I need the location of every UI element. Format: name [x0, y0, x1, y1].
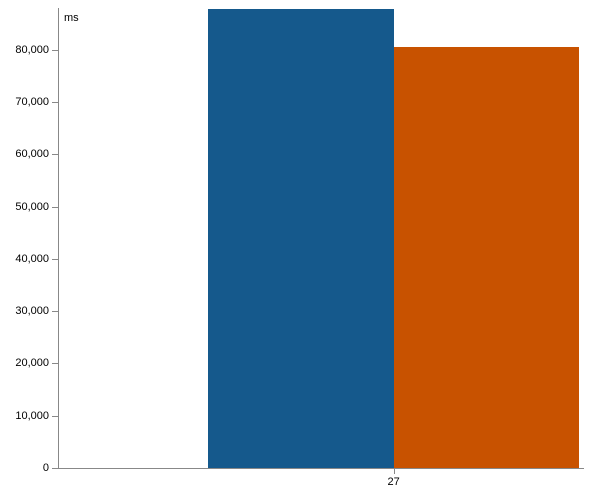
y-tick	[52, 102, 58, 103]
x-axis-line	[58, 468, 584, 469]
y-tick	[52, 416, 58, 417]
bar-0	[208, 9, 394, 468]
bar-1	[394, 47, 580, 468]
y-tick-label: 80,000	[15, 44, 49, 56]
y-tick-label: 40,000	[15, 253, 49, 265]
y-tick	[52, 468, 58, 469]
y-tick-label: 60,000	[15, 148, 49, 160]
y-axis-title: ms	[64, 12, 79, 24]
y-tick-label: 30,000	[15, 305, 49, 317]
y-tick-label: 70,000	[15, 96, 49, 108]
y-tick	[52, 311, 58, 312]
x-tick	[394, 468, 395, 474]
y-tick	[52, 259, 58, 260]
x-tick-label: 27	[387, 476, 399, 488]
y-tick	[52, 50, 58, 51]
y-tick-label: 50,000	[15, 201, 49, 213]
y-tick	[52, 363, 58, 364]
y-tick-label: 10,000	[15, 410, 49, 422]
y-tick	[52, 207, 58, 208]
bar-chart: 0 10,000 20,000 30,000 40,000 50,000 60,000 70,…	[0, 0, 594, 500]
y-tick-label: 20,000	[15, 357, 49, 369]
y-tick-label: 0	[43, 462, 49, 474]
y-axis-line	[58, 8, 59, 468]
y-tick	[52, 154, 58, 155]
